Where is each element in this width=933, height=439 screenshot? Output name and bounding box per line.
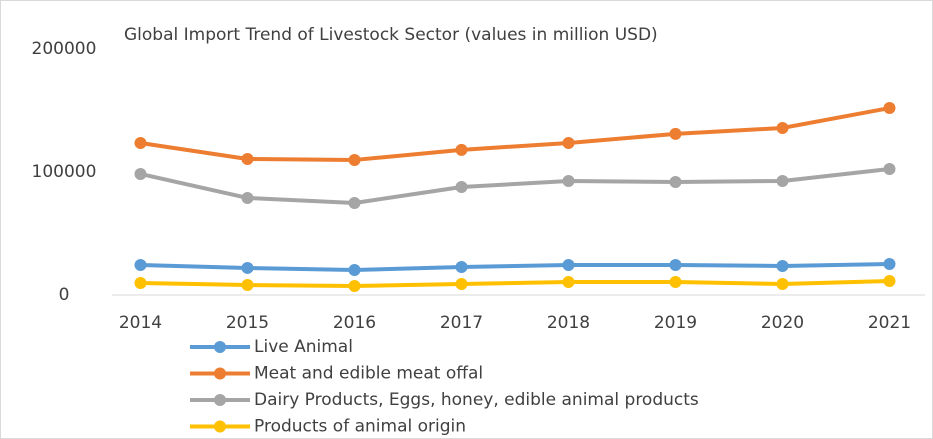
data-point [562,275,575,288]
x-tick-label: 2018 [547,313,590,333]
legend-marker [214,420,226,433]
x-tick-label: 2016 [333,313,376,333]
data-point [669,175,682,188]
data-point [562,258,575,271]
data-point [883,102,896,115]
data-point [883,163,896,176]
data-point [562,174,575,187]
data-point [455,181,468,194]
series-line [140,278,890,289]
data-point [134,167,147,180]
y-tick-label: 0 [59,285,70,305]
legend-label: Dairy Products, Eggs, honey, edible anim… [254,390,699,410]
data-point [669,258,682,271]
x-tick-label: 2019 [654,313,697,333]
data-point [776,121,789,134]
data-point [455,278,468,291]
data-point [455,260,468,273]
data-point [348,264,361,277]
data-point [348,196,361,209]
x-tick-label: 2020 [761,313,804,333]
data-point [241,261,254,274]
legend-label: Products of animal origin [254,417,466,437]
data-point [134,276,147,289]
x-tick-label: 2021 [868,313,911,333]
data-point [883,274,896,287]
y-tick-label: 100000 [32,162,97,182]
data-point [241,279,254,292]
y-tick-label: 200000 [32,39,97,59]
x-tick-label: 2014 [119,313,162,333]
legend-marker [214,341,226,353]
data-point [883,258,896,271]
data-point [776,174,789,187]
data-point [134,258,147,271]
data-point [348,153,361,166]
legend-marker [214,367,226,380]
series-line [140,262,890,273]
x-tick-label: 2017 [440,313,483,333]
chart-title: Global Import Trend of Livestock Sector … [124,25,658,45]
data-point [241,191,254,204]
data-point [669,127,682,140]
data-point [562,136,575,149]
data-point [669,275,682,288]
legend-label: Live Animal [254,337,353,357]
data-point [134,136,147,149]
data-point [776,278,789,291]
data-point [348,280,361,293]
legend-marker [214,394,226,406]
series-line [140,106,890,162]
series-line [140,167,890,205]
legend-label: Meat and edible meat offal [254,364,483,384]
data-point [241,152,254,165]
x-tick-label: 2015 [226,313,269,333]
data-point [455,143,468,156]
data-point [776,259,789,272]
